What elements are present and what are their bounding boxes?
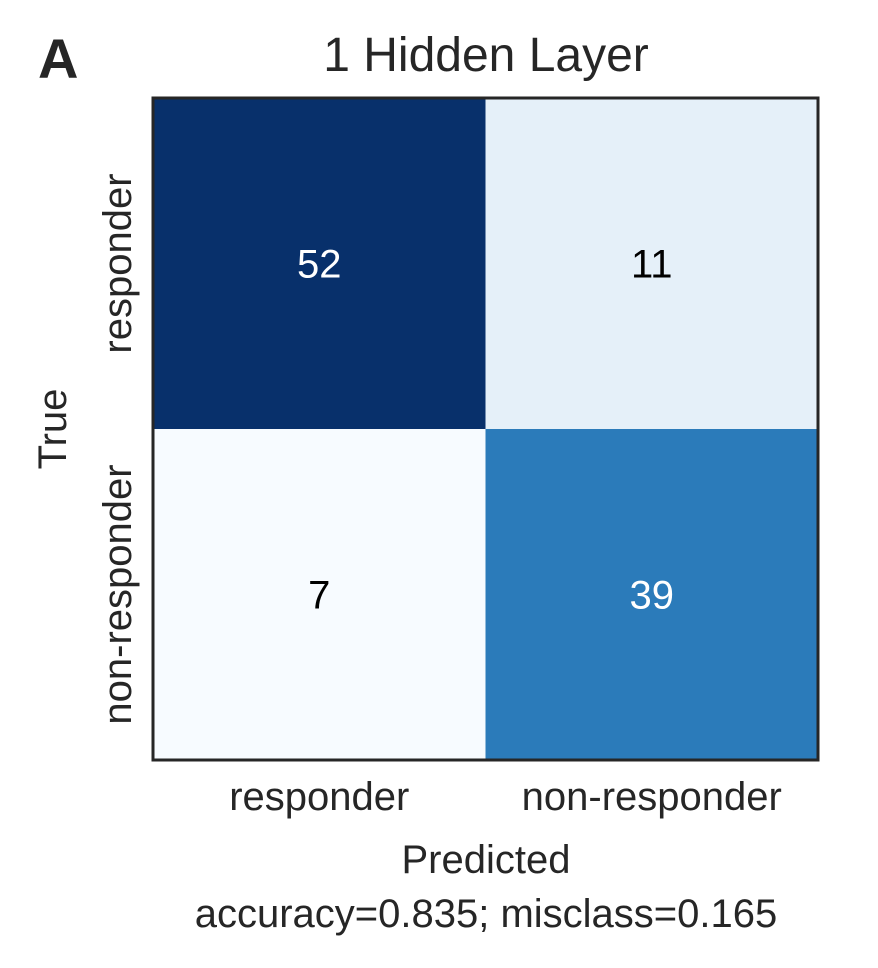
cell-value-label: 52 — [297, 243, 342, 287]
x-tick-label: responder — [229, 775, 409, 819]
heatmap-cell — [153, 429, 486, 761]
x-axis-label: Predicted — [402, 838, 571, 882]
x-tick-labels: responder non-responder — [229, 775, 782, 819]
heatmap-cells: 52 11 7 39 — [153, 98, 819, 761]
y-tick-label: responder — [96, 173, 140, 353]
cell-value-label: 11 — [631, 243, 673, 287]
accuracy-subtitle: accuracy=0.835; misclass=0.165 — [195, 892, 778, 936]
chart-title: 1 Hidden Layer — [323, 29, 649, 82]
cell-value-label: 39 — [630, 574, 675, 618]
plot-frame — [151, 96, 820, 762]
y-tick-label: non-responder — [96, 464, 140, 724]
y-tick-labels: responder non-responder — [96, 173, 140, 724]
heatmap-cell — [485, 98, 819, 430]
panel-label: A — [38, 27, 78, 90]
x-tick-label: non-responder — [522, 775, 782, 819]
heatmap-cell — [485, 429, 819, 761]
heatmap-cell — [153, 98, 486, 430]
cell-value-label: 7 — [308, 574, 330, 618]
y-axis-label: True — [31, 389, 75, 470]
